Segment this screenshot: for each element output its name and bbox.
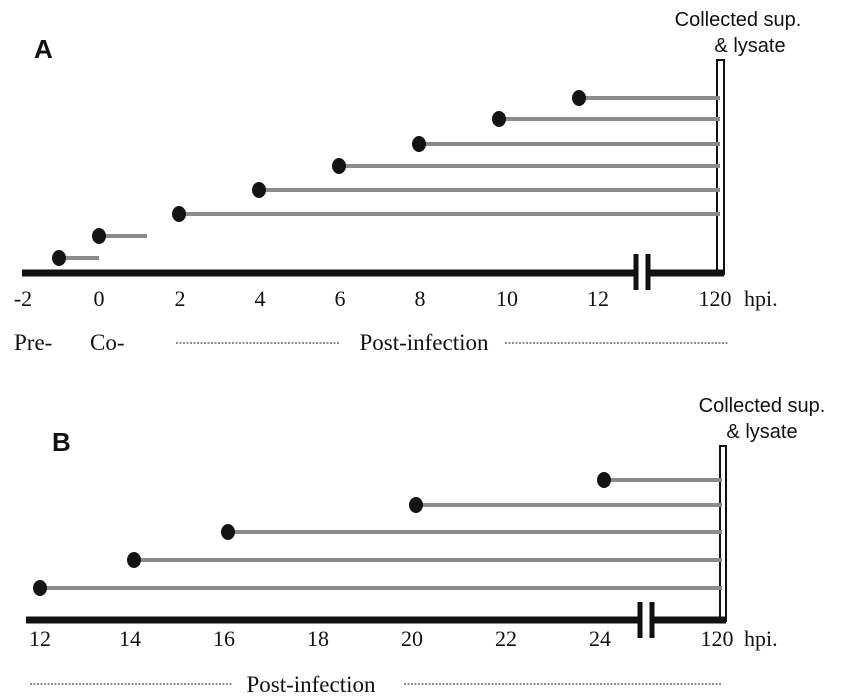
panel-a-tick-label: 120	[699, 286, 732, 311]
panel-b-treatment-start-dot	[597, 472, 611, 488]
panel-a-tick-label: 2	[175, 286, 186, 311]
panel-a-tick-label: 8	[415, 286, 426, 311]
panel-b-tick-label: 120	[701, 626, 734, 651]
panel-a-phase-co: Co-	[90, 330, 125, 355]
panel-b-phase-post: Post-infection	[246, 672, 376, 697]
panel-a-treatment-start-dot	[172, 206, 186, 222]
panel-a-treatment-start-dot	[572, 90, 586, 106]
panel-a-phase-post: Post-infection	[359, 330, 489, 355]
panel-a: A Collected sup. & lysate -2 0 2 4 6 8 1…	[14, 9, 802, 355]
panel-b-treatment-lines	[33, 472, 722, 596]
panel-b-tick-label: 20	[401, 626, 423, 651]
panel-b-tick-label: 12	[29, 626, 51, 651]
panel-b-tick-label: 24	[589, 626, 611, 651]
panel-b: B Collected sup. & lysate 12 14 16 18 20…	[26, 395, 825, 697]
panel-b-treatment-start-dot	[33, 580, 47, 596]
panel-a-treatment-start-dot	[252, 182, 266, 198]
panel-a-treatment-start-dot	[52, 250, 66, 266]
panel-b-treatment-start-dot	[409, 497, 423, 513]
panel-a-treatment-start-dot	[492, 111, 506, 127]
panel-a-treatment-start-dot	[412, 136, 426, 152]
panel-a-tick-label: 0	[94, 286, 105, 311]
panel-b-unit-label: hpi.	[744, 626, 778, 651]
panel-a-collected-label-line2: & lysate	[714, 35, 785, 57]
panel-a-treatment-lines	[52, 90, 720, 266]
panel-a-tick-label: -2	[14, 286, 32, 311]
panel-b-letter: B	[52, 427, 71, 457]
panel-b-treatment-start-dot	[127, 552, 141, 568]
panel-a-collected-label-line1: Collected sup.	[675, 9, 802, 31]
panel-a-tick-label: 12	[587, 286, 609, 311]
panel-b-tick-label: 16	[213, 626, 235, 651]
panel-a-letter: A	[34, 34, 53, 64]
panel-b-treatment-start-dot	[221, 524, 235, 540]
panel-a-unit-label: hpi.	[744, 286, 778, 311]
panel-b-collected-label-line1: Collected sup.	[699, 395, 826, 417]
panel-b-tick-label: 18	[307, 626, 329, 651]
panel-a-treatment-start-dot	[92, 228, 106, 244]
panel-a-phase-pre: Pre-	[14, 330, 52, 355]
panel-a-treatment-start-dot	[332, 158, 346, 174]
panel-a-tick-label: 4	[255, 286, 266, 311]
panel-b-tick-label: 22	[495, 626, 517, 651]
panel-b-collected-label-line2: & lysate	[726, 421, 797, 443]
panel-b-tick-label: 14	[119, 626, 141, 651]
panel-a-tick-label: 6	[335, 286, 346, 311]
panel-a-tick-label: 10	[496, 286, 518, 311]
